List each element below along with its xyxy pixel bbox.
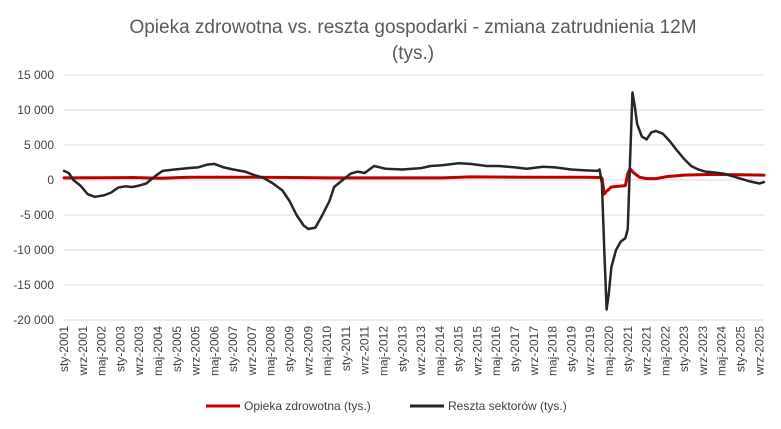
x-tick-label: sty-2011	[339, 326, 353, 371]
y-tick-label: -10 000	[13, 243, 54, 257]
x-tick-label: maj-2002	[95, 326, 109, 376]
x-tick-label: maj-2024	[715, 326, 729, 376]
chart-title: Opieka zdrowotna vs. reszta gospodarki -…	[129, 17, 696, 38]
x-tick-label: sty-2015	[452, 326, 466, 372]
x-tick-label: maj-2006	[207, 326, 221, 376]
y-tick-label: 5 000	[24, 138, 54, 152]
x-tick-label: maj-2014	[433, 326, 447, 376]
x-tick-label: maj-2004	[151, 326, 165, 376]
x-tick-label: maj-2008	[264, 326, 278, 376]
x-tick-label: wrz-2005	[189, 326, 203, 377]
x-tick-label: sty-2009	[283, 326, 297, 372]
x-tick-label: sty-2021	[621, 326, 635, 372]
gridlines	[64, 74, 764, 321]
x-tick-label: wrz-2011	[358, 326, 372, 376]
y-tick-label: 10 000	[17, 103, 54, 117]
x-tick-label: sty-2017	[508, 326, 522, 372]
y-axis-ticks: 15 000 10 000 5 000 0 -5 000 -10 000 -15 000 -2…	[13, 68, 54, 327]
x-tick-label: wrz-2003	[132, 326, 146, 377]
x-tick-label: sty-2003	[113, 326, 127, 372]
legend: Opieka zdrowotna (tys.) Reszta sektorów (…	[206, 399, 567, 413]
x-tick-label: wrz-2019	[583, 326, 597, 377]
x-tick-label: sty-2013	[395, 326, 409, 372]
x-tick-label: wrz-2007	[245, 326, 259, 377]
series-lines	[62, 91, 766, 311]
x-tick-label: wrz-2009	[301, 326, 315, 377]
series-line-opieka-zdrowotna	[62, 167, 766, 196]
x-tick-label: wrz-2025	[752, 326, 766, 377]
x-tick-label: wrz-2013	[414, 326, 428, 377]
x-tick-label: maj-2018	[546, 326, 560, 376]
x-tick-label: wrz-2021	[640, 326, 654, 377]
x-tick-label: sty-2001	[57, 326, 71, 372]
legend-label-reszta-sektorow: Reszta sektorów (tys.)	[448, 399, 567, 413]
x-tick-label: sty-2023	[677, 326, 691, 372]
y-tick-label: 0	[47, 173, 54, 187]
x-tick-label: wrz-2001	[76, 326, 90, 377]
x-tick-label: maj-2016	[489, 326, 503, 376]
y-tick-label: -15 000	[13, 278, 54, 292]
x-tick-label: sty-2025	[734, 326, 748, 372]
x-tick-label: sty-2019	[564, 326, 578, 372]
chart-subtitle: (tys.)	[392, 43, 434, 64]
y-tick-label: -20 000	[13, 313, 54, 327]
x-tick-label: maj-2012	[376, 326, 390, 376]
x-tick-label: maj-2010	[320, 326, 334, 376]
legend-label-opieka-zdrowotna: Opieka zdrowotna (tys.)	[244, 399, 371, 413]
x-tick-label: sty-2005	[170, 326, 184, 372]
x-tick-label: maj-2020	[602, 326, 616, 376]
x-tick-label: sty-2007	[226, 326, 240, 372]
x-tick-label: wrz-2015	[470, 326, 484, 377]
series-line-reszta-sektorow	[62, 91, 766, 311]
y-tick-label: -5 000	[20, 208, 54, 222]
x-tick-label: wrz-2017	[527, 326, 541, 377]
x-axis-ticks: sty-2001 wrz-2001 maj-2002 sty-2003 wrz-2003…	[57, 326, 766, 377]
y-tick-label: 15 000	[17, 68, 54, 82]
x-tick-label: maj-2022	[658, 326, 672, 376]
x-tick-label: wrz-2023	[696, 326, 710, 377]
